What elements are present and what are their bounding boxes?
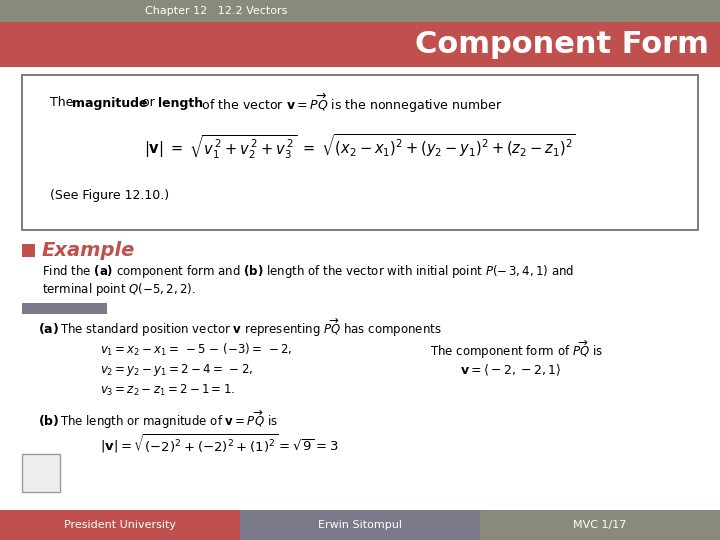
Text: President University: President University: [64, 520, 176, 530]
Text: Chapter 12   12.2 Vectors: Chapter 12 12.2 Vectors: [145, 6, 287, 16]
Text: The length or magnitude of $\mathbf{v} = \overrightarrow{PQ}$ is: The length or magnitude of $\mathbf{v} =…: [60, 409, 278, 431]
Bar: [0, 0, 720, 22]
Text: The component form of $\overrightarrow{PQ}$ is: The component form of $\overrightarrow{P…: [430, 339, 603, 361]
FancyBboxPatch shape: [22, 454, 60, 492]
Bar: [0, 510, 240, 540]
Text: Component Form: Component Form: [415, 30, 708, 59]
Text: or: or: [138, 97, 158, 110]
Text: terminal point $Q(-5,2,2)$.: terminal point $Q(-5,2,2)$.: [42, 280, 196, 298]
Text: $\mathbf{(b)}$: $\mathbf{(b)}$: [38, 413, 60, 428]
Text: MVC 1/17: MVC 1/17: [573, 520, 626, 530]
Bar: [0, 67, 720, 510]
Text: $\mathbf{(a)}$: $\mathbf{(a)}$: [38, 321, 59, 335]
Text: (See Figure 12.10.): (See Figure 12.10.): [50, 188, 169, 201]
Text: $v_3 = z_2 - z_1 = 2-1 = 1.$: $v_3 = z_2 - z_1 = 2-1 = 1.$: [100, 382, 235, 397]
Bar: [240, 510, 480, 540]
Bar: [22, 303, 107, 314]
Text: length: length: [158, 97, 203, 110]
Text: The: The: [50, 97, 77, 110]
Bar: [22, 244, 35, 257]
Bar: [480, 510, 720, 540]
Text: $v_2 = y_2 - y_1 = 2-4 =\,-2,$: $v_2 = y_2 - y_1 = 2-4 =\,-2,$: [100, 362, 253, 378]
Text: $v_1 = x_2 - x_1 =\,-5\,-\,(-3) =\,-2,$: $v_1 = x_2 - x_1 =\,-5\,-\,(-3) =\,-2,$: [100, 342, 292, 358]
Text: Example: Example: [42, 240, 135, 260]
Text: magnitude: magnitude: [72, 97, 148, 110]
Text: Find the $\mathbf{(a)}$ component form and $\mathbf{(b)}$ length of the vector w: Find the $\mathbf{(a)}$ component form a…: [42, 264, 575, 280]
Bar: [0, 22, 720, 67]
Text: $|\mathbf{v}| = \sqrt{(-2)^2+(-2)^2+(1)^2} = \sqrt{9} = 3$: $|\mathbf{v}| = \sqrt{(-2)^2+(-2)^2+(1)^…: [100, 433, 338, 455]
Text: $|\mathbf{v}|\;=\;\sqrt{v_1^{\,2}+v_2^{\,2}+v_3^{\,2}}\;=\;\sqrt{(x_2-x_1)^2+(y_: $|\mathbf{v}|\;=\;\sqrt{v_1^{\,2}+v_2^{\…: [144, 133, 576, 161]
Text: Erwin Sitompul: Erwin Sitompul: [318, 520, 402, 530]
Text: $\mathbf{v} = \langle -2,-2,1\rangle$: $\mathbf{v} = \langle -2,-2,1\rangle$: [460, 362, 562, 377]
Text: of the vector $\mathbf{v} = \overrightarrow{PQ}$ is the nonnegative number: of the vector $\mathbf{v} = \overrightar…: [198, 91, 503, 114]
FancyBboxPatch shape: [22, 75, 698, 230]
Text: The standard position vector $\mathbf{v}$ representing $\overrightarrow{PQ}$ has: The standard position vector $\mathbf{v}…: [60, 316, 442, 339]
